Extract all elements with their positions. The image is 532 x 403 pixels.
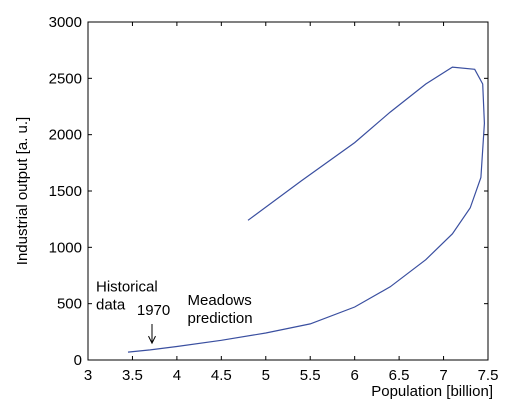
annotation-line: 1970 bbox=[137, 302, 170, 319]
x-axis-label: Population [billion] bbox=[371, 383, 493, 400]
y-axis-label: Industrial output [a. u.] bbox=[14, 117, 31, 265]
series-line bbox=[127, 66, 486, 353]
y-tick-labels: 0 500 1000 1500 2000 2500 3000 bbox=[49, 14, 82, 369]
x-tick-label: 5 bbox=[262, 367, 270, 384]
x-tick-label: 4 bbox=[173, 367, 181, 384]
annotation-line: Historical bbox=[96, 278, 158, 295]
y-tick-label: 1000 bbox=[49, 239, 82, 256]
annotation-line: data bbox=[96, 296, 126, 313]
annotation-text: Historical data bbox=[96, 278, 158, 313]
x-tick-label: 4.5 bbox=[211, 367, 232, 384]
y-tick-label: 3000 bbox=[49, 14, 82, 31]
x-tick-label: 7.5 bbox=[478, 367, 499, 384]
annotation-line: Meadows bbox=[188, 292, 252, 309]
x-tick-label: 5.5 bbox=[300, 367, 321, 384]
plot-frame bbox=[87, 21, 489, 361]
annotation-line: prediction bbox=[188, 310, 253, 327]
y-tick-label: 2000 bbox=[49, 127, 82, 144]
annotation-text: 1970 bbox=[137, 302, 170, 319]
axis-ticks bbox=[87, 21, 489, 361]
x-tick-label: 6.5 bbox=[389, 367, 410, 384]
x-tick-label: 7 bbox=[439, 367, 447, 384]
x-tick-labels: 3 3.5 4 4.5 5 5.5 6 6.5 7 7.5 bbox=[84, 367, 499, 384]
annotation-arrowhead bbox=[148, 335, 156, 345]
y-tick-label: 2500 bbox=[49, 70, 82, 87]
x-tick-label: 6 bbox=[350, 367, 358, 384]
x-tick-label: 3 bbox=[84, 367, 92, 384]
series-group bbox=[127, 66, 486, 353]
x-tick-label: 3.5 bbox=[122, 367, 143, 384]
y-tick-label: 0 bbox=[74, 352, 82, 369]
y-tick-label: 500 bbox=[57, 296, 82, 313]
annotation-text: Meadows prediction bbox=[188, 292, 253, 327]
y-tick-label: 1500 bbox=[49, 183, 82, 200]
